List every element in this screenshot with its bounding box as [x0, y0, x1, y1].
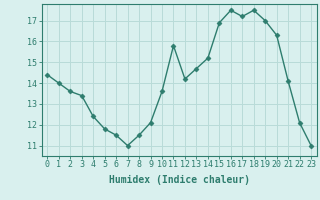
X-axis label: Humidex (Indice chaleur): Humidex (Indice chaleur): [109, 175, 250, 185]
